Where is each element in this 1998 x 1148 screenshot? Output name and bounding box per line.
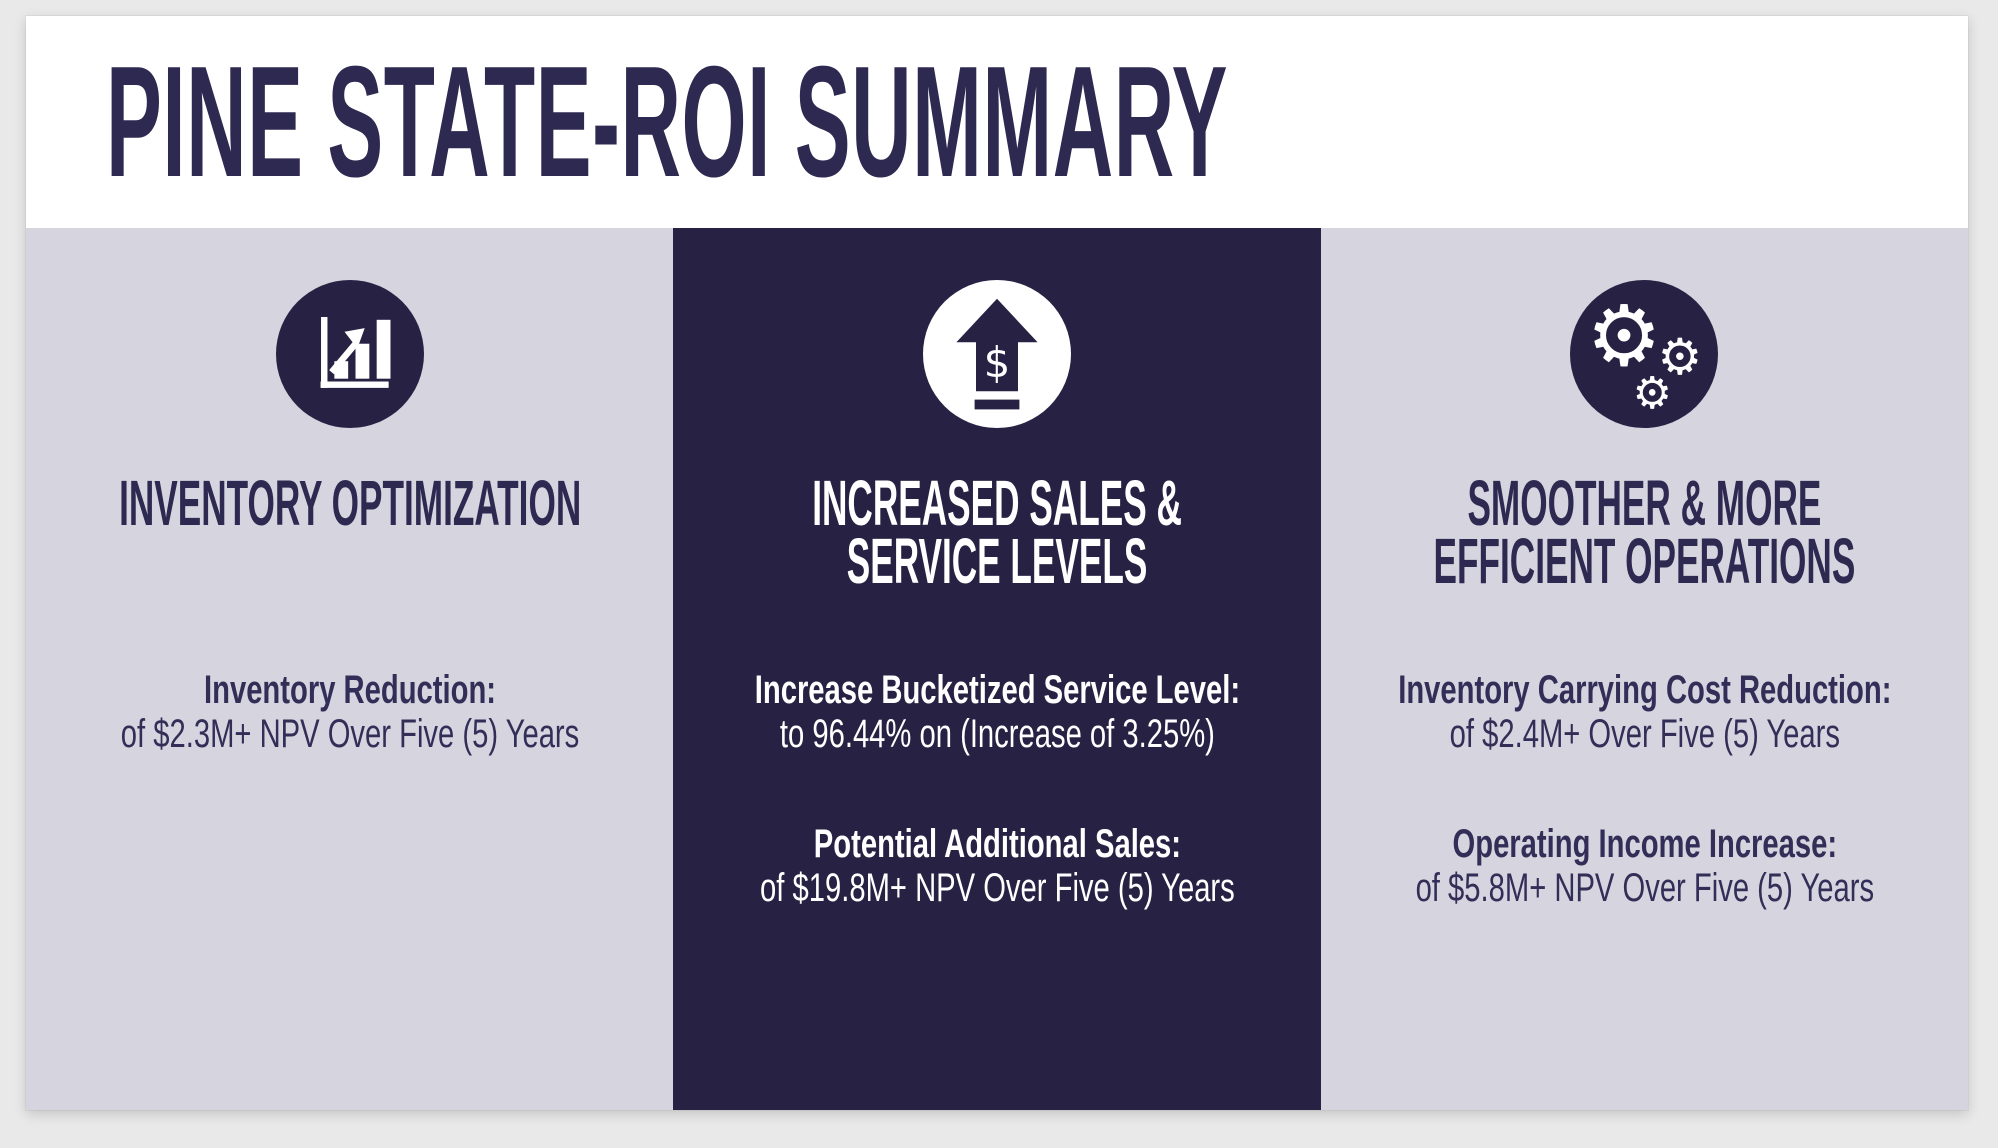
bar-chart-growth-icon	[304, 306, 396, 403]
metric-value: of $19.8M+ NPV Over Five (5) Years	[759, 866, 1235, 910]
column-heading-line1: INCREASED SALES &	[812, 467, 1182, 539]
column-heading-line2: SERVICE LEVELS	[846, 525, 1148, 597]
columns-row: INVENTORY OPTIMIZATION Inventory Reducti…	[26, 228, 1968, 1110]
column-heading-line2: EFFICIENT OPERATIONS	[1433, 525, 1856, 597]
gear-medium-icon: ⚙	[1657, 328, 1703, 386]
metric-label: Inventory Reduction:	[203, 668, 496, 712]
metric-value: of $2.3M+ NPV Over Five (5) Years	[120, 712, 579, 756]
metrics: Increase Bucketized Service Level: to 96…	[754, 668, 1239, 976]
column-increased-sales-service-levels: $ INCREASED SALES & SERVICE LEVELS Incre…	[673, 228, 1321, 1110]
column-heading: INVENTORY OPTIMIZATION	[118, 467, 581, 596]
metric: Inventory Reduction: of $2.3M+ NPV Over …	[120, 668, 578, 756]
metric-label: Increase Bucketized Service Level:	[754, 668, 1240, 712]
icon-circle: ⚙ ⚙ ⚙	[1570, 280, 1719, 428]
svg-text:$: $	[984, 338, 1011, 387]
icon-circle	[275, 280, 424, 428]
metric: Potential Additional Sales: of $19.8M+ N…	[754, 822, 1239, 910]
slide-header: PINE STATE-ROI SUMMARY	[26, 16, 1968, 228]
metric-label: Inventory Carrying Cost Reduction:	[1397, 668, 1891, 712]
page-title: PINE STATE-ROI SUMMARY	[106, 34, 1228, 210]
metric-value: to 96.44% on (Increase of 3.25%)	[779, 712, 1215, 756]
metrics: Inventory Reduction: of $2.3M+ NPV Over …	[120, 668, 578, 822]
slide: PINE STATE-ROI SUMMARY	[26, 16, 1968, 1110]
metric-label: Potential Additional Sales:	[813, 822, 1181, 866]
gear-small-icon: ⚙	[1632, 368, 1672, 419]
column-heading-line1: SMOOTHER & MORE	[1467, 467, 1822, 539]
dollar-up-arrow-icon: $	[927, 282, 1067, 427]
gear-large-icon: ⚙	[1586, 287, 1662, 385]
column-smoother-efficient-operations: ⚙ ⚙ ⚙ SMOOTHER & MORE EFFICIENT OPERATIO…	[1320, 228, 1968, 1110]
metric-label: Operating Income Increase:	[1452, 822, 1837, 866]
column-inventory-optimization: INVENTORY OPTIMIZATION Inventory Reducti…	[26, 228, 674, 1110]
metric: Increase Bucketized Service Level: to 96…	[754, 668, 1239, 756]
metric-value: of $2.4M+ Over Five (5) Years	[1449, 712, 1840, 756]
metric-value: of $5.8M+ NPV Over Five (5) Years	[1415, 866, 1874, 910]
metric: Operating Income Increase: of $5.8M+ NPV…	[1398, 822, 1891, 910]
column-heading: SMOOTHER & MORE EFFICIENT OPERATIONS	[1433, 467, 1856, 597]
metrics: Inventory Carrying Cost Reduction: of $2…	[1398, 668, 1891, 976]
icon-circle: $	[922, 280, 1071, 428]
column-heading: INCREASED SALES & SERVICE LEVELS	[812, 467, 1182, 597]
metric: Inventory Carrying Cost Reduction: of $2…	[1398, 668, 1891, 756]
column-heading-line1: INVENTORY OPTIMIZATION	[118, 467, 581, 539]
